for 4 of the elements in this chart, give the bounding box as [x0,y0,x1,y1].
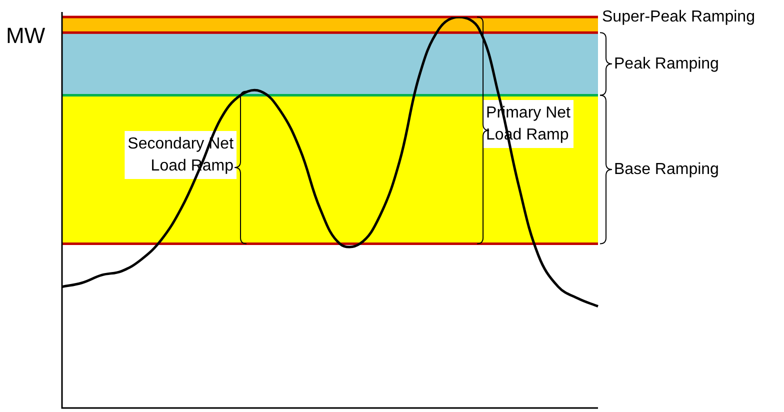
band-label: Base Ramping [614,160,719,178]
band-label: Peak Ramping [614,55,719,72]
y-axis-title: MW [6,23,46,48]
band-label: Super-Peak Ramping [602,8,755,26]
